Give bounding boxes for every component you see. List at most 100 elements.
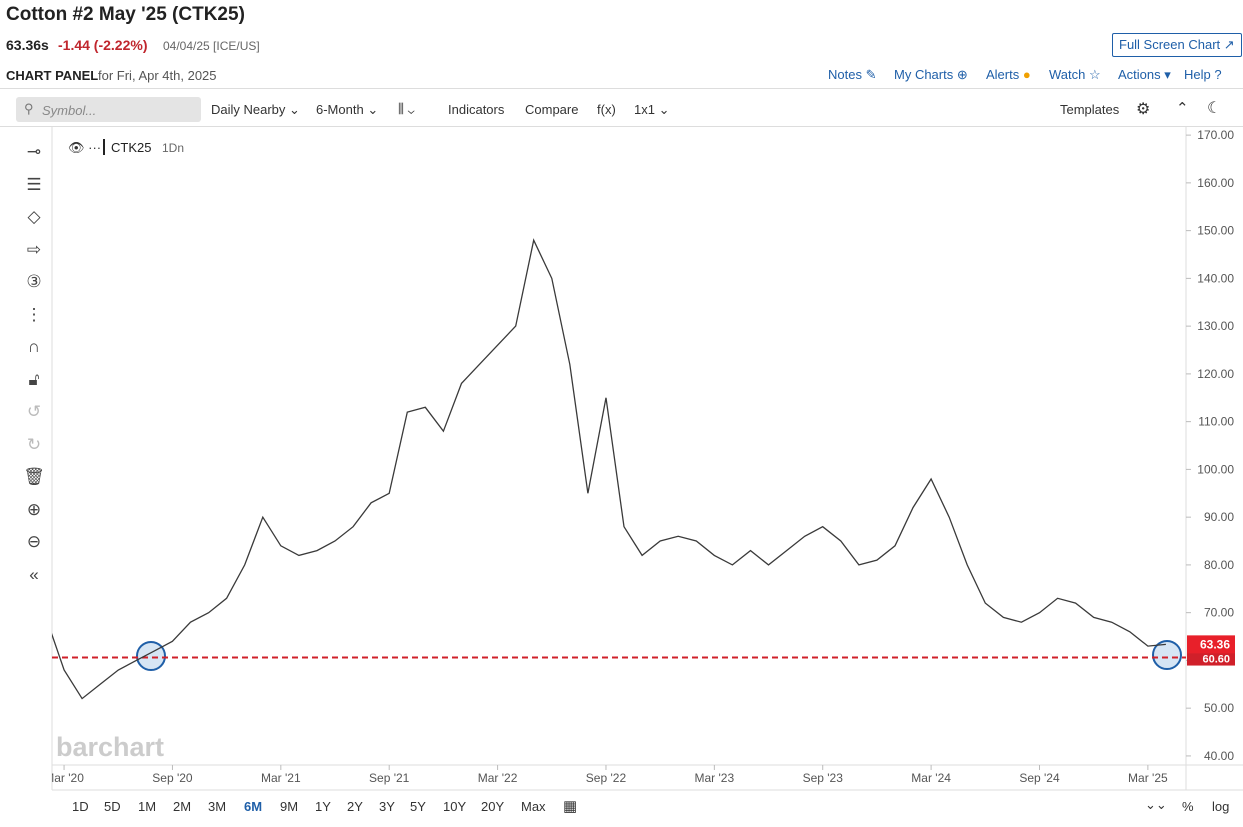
tool[interactable]: ↺ xyxy=(26,402,42,421)
collapse-icon[interactable]: ⌃ xyxy=(1176,100,1189,117)
header-link-label: Help xyxy=(1184,67,1211,82)
tool[interactable]: « xyxy=(29,564,39,584)
toolbar-button[interactable]: 6-Month ⌄ xyxy=(316,102,378,118)
reference-label: 60.60 xyxy=(1202,654,1230,666)
templates-button[interactable]: Templates xyxy=(1060,102,1120,117)
scale-option[interactable]: % xyxy=(1182,799,1194,814)
tool[interactable]: ③ xyxy=(26,272,42,291)
icon: ● xyxy=(1019,67,1031,82)
alert-marker[interactable] xyxy=(1152,640,1182,670)
calendar-icon[interactable]: ▦ xyxy=(563,798,578,815)
legend-bar xyxy=(103,139,105,155)
y-tick-label: 120.00 xyxy=(1197,367,1234,381)
range-button[interactable]: 1M xyxy=(138,799,157,814)
range-button[interactable]: 1D xyxy=(72,799,89,814)
panel-label: CHART PANEL xyxy=(6,68,99,83)
tool[interactable]: ∩ xyxy=(27,337,41,356)
tool[interactable]: ⋮ xyxy=(25,304,43,324)
tool[interactable]: ⊕ xyxy=(26,499,42,519)
y-tick-label: 70.00 xyxy=(1204,606,1234,620)
x-tick-label: Sep '23 xyxy=(803,771,844,785)
chart-style-button[interactable]: ⫼ ⌄ xyxy=(398,101,415,116)
title: Cotton #2 May '25 (CTK25) xyxy=(6,4,245,25)
y-tick-label: 90.00 xyxy=(1204,510,1234,524)
symbol-placeholder: Symbol... xyxy=(42,103,97,118)
toolbar-button[interactable]: f(x) xyxy=(597,102,616,117)
range-button[interactable]: 2Y xyxy=(347,799,363,814)
x-tick-label: Mar '25 xyxy=(1128,771,1168,785)
range-button[interactable]: 10Y xyxy=(443,799,467,814)
y-tick-label: 100.00 xyxy=(1197,462,1234,476)
x-tick-label: Sep '24 xyxy=(1019,771,1060,785)
range-button[interactable]: 5D xyxy=(104,799,121,814)
y-tick-label: 50.00 xyxy=(1204,701,1234,715)
y-tick-label: 110.00 xyxy=(1198,415,1234,429)
y-tick-label: 140.00 xyxy=(1197,271,1234,285)
range-button[interactable]: 3Y xyxy=(379,799,395,814)
tool[interactable]: ⊖ xyxy=(26,532,42,551)
caret: ⌄ xyxy=(363,102,379,117)
x-tick-label: Sep '20 xyxy=(152,771,193,785)
tool[interactable]: 🗑︎ xyxy=(23,467,45,486)
range-button[interactable]: 6M xyxy=(244,799,263,814)
y-tick-label: 40.00 xyxy=(1204,749,1234,763)
divider xyxy=(0,126,1243,127)
tool[interactable]: 🔓︎ xyxy=(28,369,40,389)
x-tick-label: Sep '21 xyxy=(369,771,410,785)
icon: ✎ xyxy=(861,67,877,82)
toolbar-button[interactable]: 1x1 ⌄ xyxy=(634,102,669,118)
x-tick-label: Mar '22 xyxy=(478,771,518,785)
x-tick-label: Sep '22 xyxy=(586,771,627,785)
tool[interactable]: ↻ xyxy=(26,434,42,454)
x-tick-label: Mar '23 xyxy=(695,771,735,785)
range-button[interactable]: 3M xyxy=(208,799,227,814)
icon: ⊕ xyxy=(953,67,968,82)
header-link[interactable]: My Charts ⊕ xyxy=(894,67,968,83)
header-link[interactable]: Watch ☆ xyxy=(1049,67,1101,83)
toolbar-button[interactable]: Indicators xyxy=(448,102,504,117)
header-link-label: My Charts xyxy=(894,67,954,82)
alert-marker[interactable] xyxy=(136,641,166,671)
scroll-icon[interactable]: ⌄⌄ xyxy=(1145,797,1167,812)
toolbar-button[interactable]: Daily Nearby ⌄ xyxy=(211,102,300,118)
drawing-tools: ⊸ ☰ ◇ ⇨ ③ ⋮ ∩ 🔓︎ ↺ ↻ 🗑︎ ⊕ ⊖ « xyxy=(16,136,52,591)
header-link[interactable]: Actions ▾ xyxy=(1118,67,1171,83)
toolbar-button[interactable]: Compare xyxy=(525,102,578,117)
range-button[interactable]: 20Y xyxy=(481,799,505,814)
icon: ☆ xyxy=(1085,67,1101,82)
price: 63.36s xyxy=(6,37,49,53)
icon: ▾ xyxy=(1160,67,1171,82)
scale-option[interactable]: log xyxy=(1212,799,1230,814)
symbol-search[interactable]: ⚲ Symbol... xyxy=(16,97,201,122)
header-link-label: Alerts xyxy=(986,67,1020,82)
header-link[interactable]: Help ? xyxy=(1184,67,1222,82)
x-axis: Mar '20 Sep '20 Mar '21 Sep '21 Mar '22 Sep '… xyxy=(44,765,1168,785)
tool[interactable]: ⇨ xyxy=(26,239,42,259)
range-button[interactable]: 1Y xyxy=(315,799,331,814)
last-price-tag xyxy=(1187,635,1235,654)
theme-icon[interactable]: ☾ xyxy=(1207,100,1222,117)
legend-interval: 1Dn xyxy=(162,141,184,155)
range-button[interactable]: 5Y xyxy=(410,799,426,814)
divider xyxy=(0,88,1243,89)
legend-symbol: CTK25 xyxy=(111,140,151,155)
range-button[interactable]: 9M xyxy=(280,799,299,814)
range-button[interactable]: Max xyxy=(521,799,546,814)
header-link[interactable]: Alerts ● xyxy=(986,67,1031,82)
tool[interactable]: ☰ xyxy=(26,174,42,194)
toolbar-label: f(x) xyxy=(597,102,616,117)
legend-eye: 👁︎ ··· xyxy=(68,140,101,155)
header-link-label: Watch xyxy=(1049,67,1086,82)
x-tick-label: Mar '21 xyxy=(261,771,301,785)
panel-date: for Fri, Apr 4th, 2025 xyxy=(98,68,217,83)
tool[interactable]: ⊸ xyxy=(26,142,42,161)
header-link[interactable]: Notes ✎ xyxy=(828,67,876,83)
header-link-label: Actions xyxy=(1118,67,1161,82)
settings-icon[interactable]: ⚙ xyxy=(1136,101,1151,118)
tool[interactable]: ◇ xyxy=(27,207,41,226)
x-tick-label: Mar '20 xyxy=(44,771,84,785)
range-button[interactable]: 2M xyxy=(173,799,192,814)
watermark: barchart xyxy=(56,732,164,762)
full-screen-button[interactable]: Full Screen Chart ↗ xyxy=(1112,33,1242,57)
x-tick-label: Mar '24 xyxy=(911,771,951,785)
